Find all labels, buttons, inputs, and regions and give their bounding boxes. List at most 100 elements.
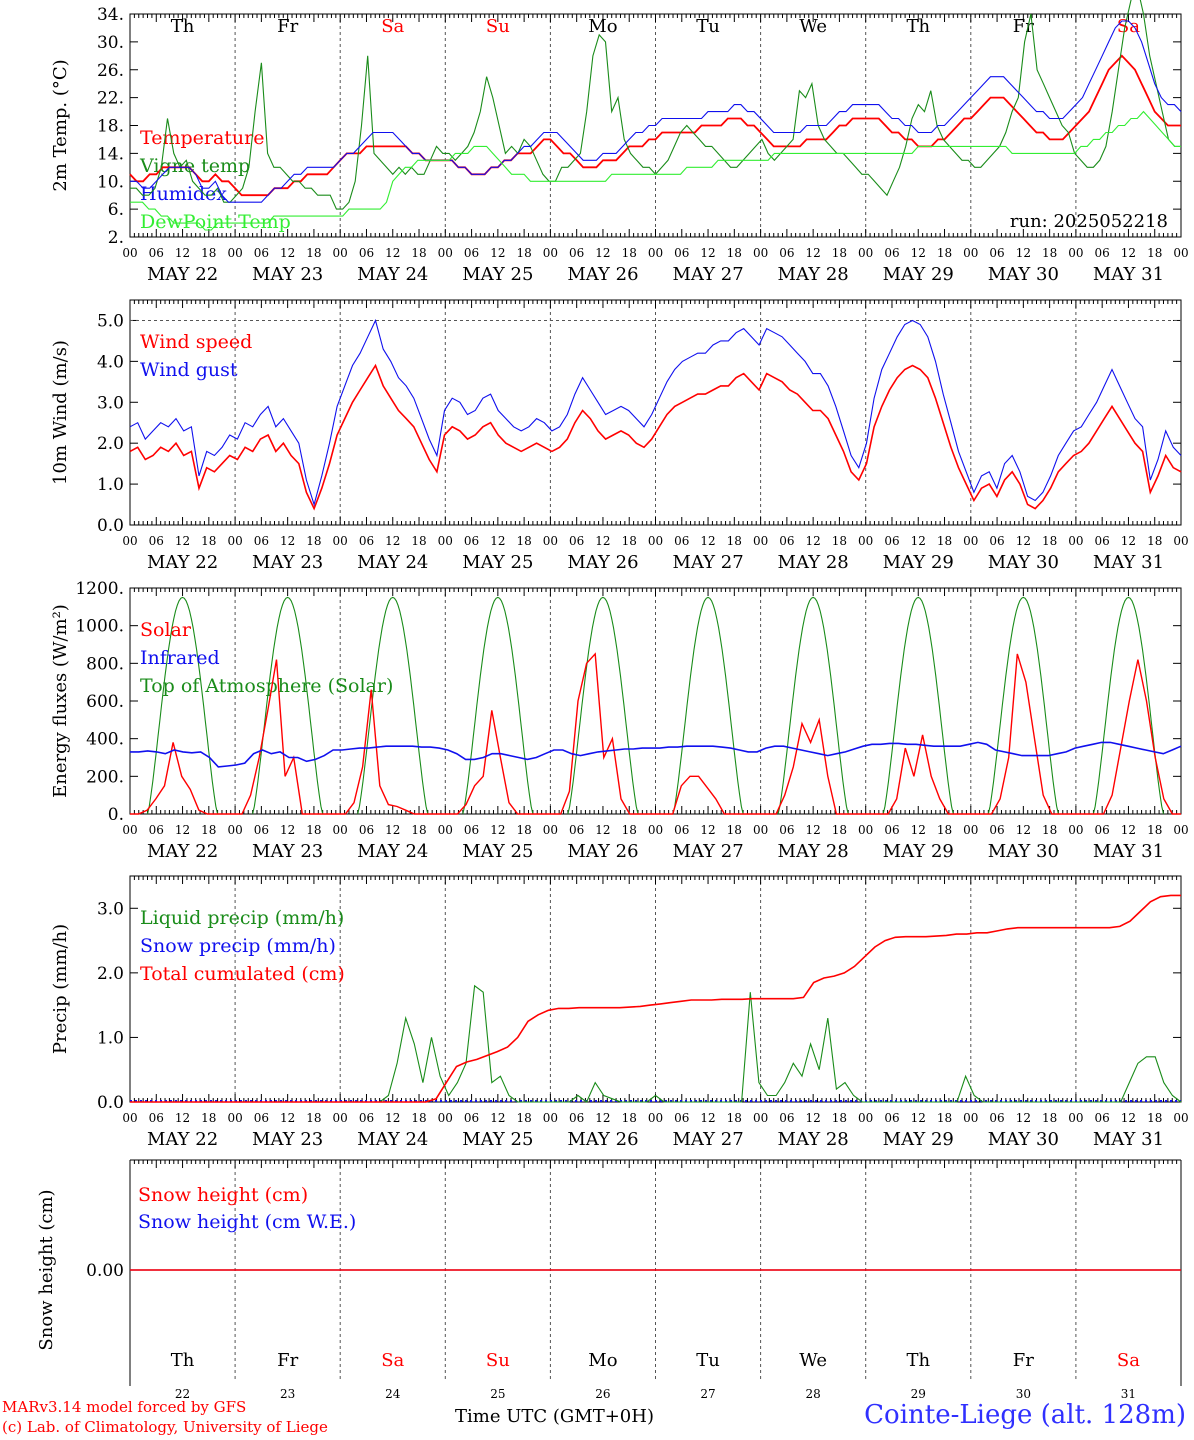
legend-entry: Snow precip (mm/h)	[140, 935, 336, 957]
hour-tick-label: 18	[1147, 534, 1162, 548]
date-label: MAY 29	[883, 552, 954, 573]
hour-tick-label: 12	[1016, 1111, 1031, 1125]
weekday-label: Fr	[277, 16, 298, 37]
hour-tick-label: 18	[411, 534, 426, 548]
panel-2: 00 06 12 18 MAY 22 00 06 12 18 MAY 23 00 06 12 18 MAY …	[50, 299, 1189, 573]
day-number-label: 31	[1121, 1387, 1136, 1401]
station-name: Cointe-Liege (alt. 128m)	[864, 1400, 1186, 1430]
hour-tick-label: 18	[1147, 1111, 1162, 1125]
y-tick-label: 1000.	[75, 617, 124, 637]
weekday-label: We	[799, 16, 827, 37]
hour-tick-label: 18	[832, 1111, 847, 1125]
date-label: MAY 30	[988, 552, 1059, 573]
y-axis-label: Snow height (cm)	[36, 1189, 57, 1350]
hour-tick-label: 18	[201, 246, 216, 260]
hour-tick-label: 12	[175, 534, 190, 548]
hour-tick-label: 06	[674, 1111, 689, 1125]
model-credit: MARv3.14 model forced by GFS	[2, 1398, 247, 1416]
hour-tick-label: 06	[989, 823, 1004, 837]
series-line-toa	[567, 596, 639, 815]
hour-tick-label: 12	[911, 534, 926, 548]
hour-tick-label: 00	[963, 823, 978, 837]
hour-tick-label: 00	[543, 823, 558, 837]
hour-tick-label: 18	[937, 1111, 952, 1125]
weekday-label: Sa	[381, 1350, 404, 1371]
series-line-blue	[130, 20, 1182, 203]
weekday-label: We	[799, 1350, 827, 1371]
hour-tick-label: 18	[727, 246, 742, 260]
y-axis-label: 10m Wind (m/s)	[50, 340, 71, 485]
hour-tick-label: 06	[884, 246, 899, 260]
weekday-label: Th	[906, 1350, 930, 1371]
hour-tick-label: 06	[149, 1111, 164, 1125]
y-tick-label: 200.	[86, 767, 124, 787]
hour-tick-label: 00	[543, 246, 558, 260]
hour-tick-label: 18	[727, 823, 742, 837]
hour-tick-label: 06	[569, 534, 584, 548]
hour-tick-label: 18	[832, 534, 847, 548]
hour-tick-label: 18	[1042, 246, 1057, 260]
date-label: MAY 29	[883, 264, 954, 285]
date-label: MAY 24	[357, 841, 428, 862]
hour-tick-label: 00	[438, 823, 453, 837]
hour-tick-label: 12	[490, 823, 505, 837]
hour-tick-label: 18	[937, 534, 952, 548]
date-label: MAY 26	[567, 264, 638, 285]
day-number-label: 23	[280, 1387, 295, 1401]
hour-tick-label: 00	[122, 823, 137, 837]
date-label: MAY 30	[988, 841, 1059, 862]
hour-tick-label: 12	[385, 1111, 400, 1125]
hour-tick-label: 12	[1121, 246, 1136, 260]
weekday-label: Su	[486, 1350, 510, 1371]
hour-tick-label: 06	[254, 1111, 269, 1125]
hour-tick-label: 06	[779, 823, 794, 837]
hour-tick-label: 12	[385, 246, 400, 260]
day-number-label: 22	[175, 1387, 190, 1401]
weekday-label: Mo	[588, 16, 617, 37]
hour-tick-label: 12	[280, 1111, 295, 1125]
hour-tick-label: 12	[175, 823, 190, 837]
hour-tick-label: 18	[937, 823, 952, 837]
hour-tick-label: 00	[1068, 1111, 1083, 1125]
weekday-label: Sa	[1117, 16, 1140, 37]
y-axis-label: Energy fluxes (W/m²)	[50, 604, 71, 798]
hour-tick-label: 12	[911, 246, 926, 260]
panel-3: 00 06 12 18 MAY 22 00 06 12 18 MAY 23 00 06 12 18 MAY …	[50, 579, 1189, 862]
hour-tick-label: 18	[622, 823, 637, 837]
hour-tick-label: 12	[280, 823, 295, 837]
y-tick-label: 2.0	[97, 434, 124, 454]
hour-tick-label: 06	[254, 534, 269, 548]
hour-tick-label: 06	[149, 823, 164, 837]
date-label: MAY 27	[672, 841, 743, 862]
date-label: MAY 24	[357, 552, 428, 573]
series-line-infrared	[130, 741, 1182, 768]
hour-tick-label: 12	[490, 1111, 505, 1125]
hour-tick-label: 06	[464, 246, 479, 260]
y-tick-label: 400.	[86, 730, 124, 750]
hour-tick-label: 12	[175, 1111, 190, 1125]
hour-tick-label: 18	[1042, 823, 1057, 837]
weekday-label: Fr	[1013, 1350, 1034, 1371]
hour-tick-label: 00	[333, 534, 348, 548]
hour-tick-label: 00	[438, 246, 453, 260]
hour-tick-label: 12	[490, 534, 505, 548]
panel-4: 00 06 12 18 MAY 22 00 06 12 18 MAY 23 00 06 12 18 MAY …	[50, 875, 1189, 1150]
y-tick-label: 3.0	[97, 899, 124, 919]
weekday-label: Sa	[1117, 1350, 1140, 1371]
series-line-toa	[1092, 596, 1165, 815]
hour-tick-label: 06	[569, 1111, 584, 1125]
panel-1: 00 06 12 18 MAY 22 00 06 12 18 MAY 23 00 06 12 18 MAY …	[50, 5, 1189, 285]
y-tick-label: 22.	[97, 89, 124, 109]
hour-tick-label: 00	[227, 534, 242, 548]
hour-tick-label: 18	[832, 823, 847, 837]
series-line-red	[129, 363, 1182, 511]
y-tick-label: 2.	[108, 228, 124, 248]
hour-tick-label: 00	[227, 246, 242, 260]
legend-entry: Humidex	[140, 183, 227, 205]
hour-tick-label: 06	[989, 534, 1004, 548]
series-line-cumulated	[130, 894, 1181, 1103]
hour-tick-label: 12	[806, 534, 821, 548]
date-label: MAY 24	[357, 264, 428, 285]
date-label: MAY 27	[672, 552, 743, 573]
hour-tick-label: 00	[648, 1111, 663, 1125]
